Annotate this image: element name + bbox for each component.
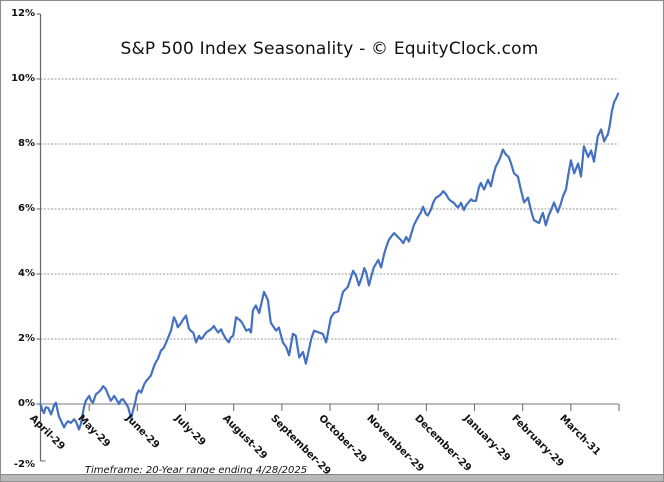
bottom-edge-strip	[1, 474, 663, 481]
timeframe-caption: Timeframe: 20-Year range ending 4/28/202…	[84, 465, 308, 476]
y-axis-tick-label: -2%	[13, 459, 35, 470]
y-axis-tick-label: 10%	[11, 73, 35, 84]
chart-title: S&P 500 Index Seasonality - © EquityCloc…	[120, 39, 539, 59]
y-axis-tick-label: 12%	[11, 8, 35, 19]
series-line	[39, 92, 620, 431]
y-axis-tick-label: 6%	[18, 203, 35, 214]
y-axis-tick-label: 0%	[18, 398, 35, 409]
y-axis-tick-label: 2%	[18, 333, 35, 344]
y-axis-tick-label: 4%	[18, 268, 35, 279]
y-axis-tick-label: 8%	[18, 138, 35, 149]
